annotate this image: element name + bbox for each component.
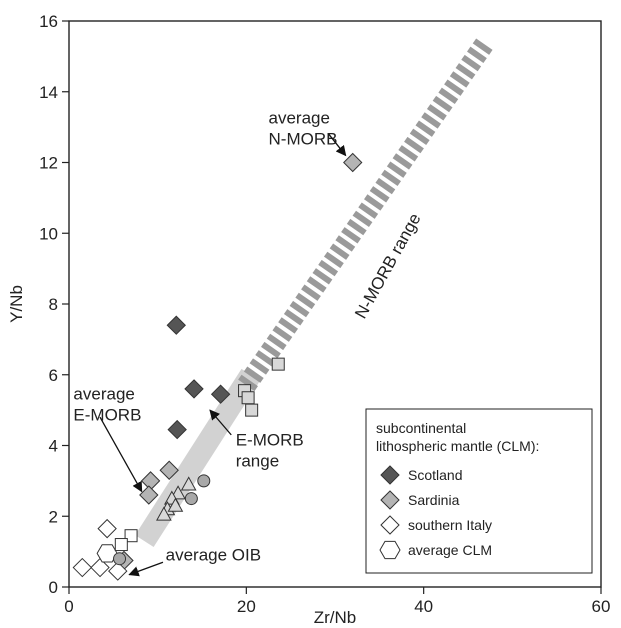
data-point	[343, 152, 363, 173]
legend-entry: Scotland	[408, 467, 462, 483]
legend-title: lithospheric mantle (CLM):	[376, 438, 539, 454]
x-axis-label: Zr/Nb	[314, 608, 357, 627]
x-tick-label: 60	[592, 597, 611, 616]
data-point	[124, 529, 138, 543]
annotation-label: average	[269, 109, 330, 128]
y-tick-label: 0	[49, 578, 58, 597]
data-point	[113, 552, 127, 566]
y-tick-label: 14	[39, 83, 58, 102]
legend-marker	[380, 465, 400, 485]
data-point	[108, 561, 128, 581]
annotation-arrow	[99, 416, 143, 493]
y-tick-label: 12	[39, 154, 58, 173]
legend-marker	[380, 490, 400, 510]
annotation-arrow	[128, 561, 164, 577]
data-point	[167, 497, 184, 512]
data-point	[96, 544, 118, 563]
y-tick-label: 10	[39, 224, 58, 243]
y-tick-label: 16	[39, 12, 58, 31]
annotation-arrow	[328, 133, 347, 157]
y-tick-label: 6	[49, 366, 58, 385]
y-tick-label: 4	[49, 437, 58, 456]
annotation-label: N-MORB range	[351, 210, 424, 322]
data-point	[197, 474, 211, 488]
y-tick-label: 8	[49, 295, 58, 314]
legend-marker	[380, 515, 400, 535]
data-point	[271, 357, 285, 371]
y-tick-label: 2	[49, 507, 58, 526]
data-point	[72, 557, 93, 578]
annotation-label: N-MORB	[269, 130, 338, 149]
annotation-label: average OIB	[166, 545, 261, 564]
data-point	[139, 485, 159, 505]
legend-title: subcontinental	[376, 420, 466, 436]
legend-entry: southern Italy	[408, 517, 492, 533]
legend-box	[365, 408, 593, 574]
data-point	[184, 492, 198, 506]
nmorb-range-band	[238, 36, 494, 392]
annotation-label: E-MORB	[236, 431, 304, 450]
annotation-arrow	[209, 409, 232, 436]
annotation-label: average	[73, 385, 134, 404]
data-point	[180, 476, 197, 491]
y-axis-label: Y/Nb	[7, 285, 26, 323]
annotation-label: E-MORB	[73, 406, 141, 425]
data-point	[210, 384, 231, 404]
x-tick-label: 0	[64, 597, 73, 616]
data-point	[90, 557, 110, 578]
data-point	[166, 315, 186, 335]
legend-entry: average CLM	[408, 542, 492, 558]
data-point	[245, 403, 259, 417]
legend-entry: Sardinia	[408, 492, 460, 508]
x-tick-label: 20	[237, 597, 256, 616]
data-point	[114, 538, 128, 552]
data-point	[97, 518, 117, 539]
legend: subcontinental lithospheric mantle (CLM):…	[365, 408, 593, 574]
legend-marker	[379, 540, 401, 560]
annotation-label: range	[236, 452, 279, 471]
tick-marks: 0 20 40 60 0 2 4 6 8 10 12 14 16	[39, 12, 610, 616]
data-points	[72, 152, 363, 581]
data-point	[167, 419, 187, 440]
data-point	[156, 506, 172, 521]
data-point	[159, 460, 179, 480]
x-tick-label: 40	[414, 597, 433, 616]
data-point	[241, 391, 255, 405]
data-point	[184, 379, 204, 399]
